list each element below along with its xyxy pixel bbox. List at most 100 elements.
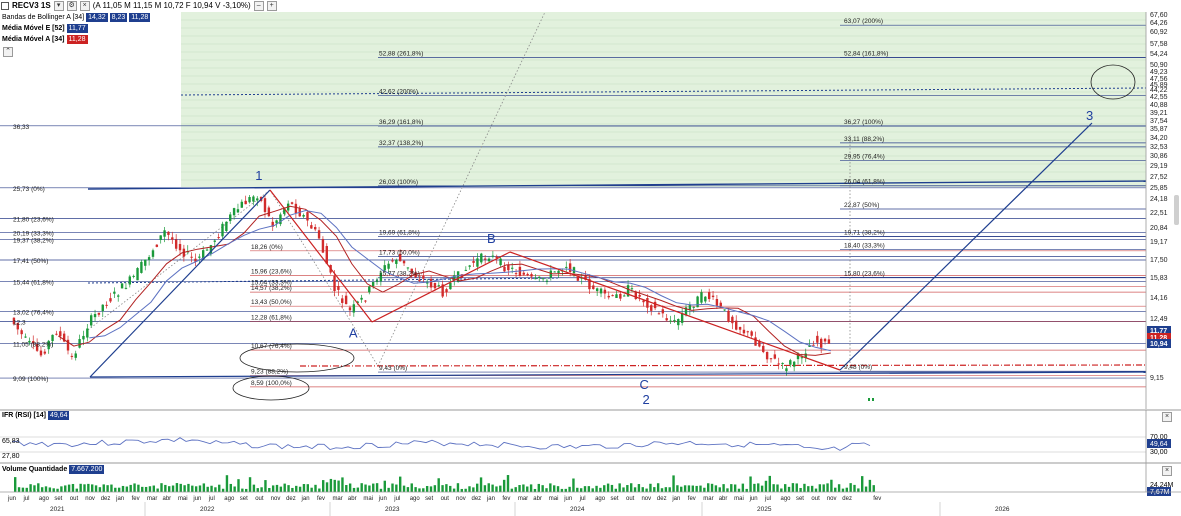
add-icon[interactable]: + [266,0,277,11]
time-tick-label: out [255,496,264,502]
candle-body [252,196,255,202]
candle-body [568,263,572,272]
candle-body [727,310,730,322]
time-tick-label: mai [734,496,744,502]
candle-body [507,264,510,271]
candle-body [16,323,19,330]
fibonacci-labels: 36,33 25,73 (0%) 21,80 (23,6%) 20,19 (33,3%… [13,18,888,387]
candle-body [51,334,54,342]
time-tick-label: abr [348,496,357,502]
candle-body [804,353,807,358]
candle-body [136,268,139,281]
volume-bar [37,483,40,492]
fib-left-label: 15,44 (61,8%) [13,280,54,287]
volume-bar [206,486,209,492]
volume-bar [356,487,360,492]
volume-bar [660,488,664,492]
time-tick-label: ago [39,496,50,502]
fib-mid-label: 42,62 (200%) [379,89,418,96]
indicator-ma34[interactable]: Média Móvel A [34] 11,28 [2,35,88,44]
candle-body [356,301,359,303]
year-label: 2026 [995,506,1010,513]
settings-icon[interactable]: ⚙ [66,0,77,11]
time-tick-label: set [611,496,619,502]
volume-bar [726,488,729,492]
candle-body [688,304,692,310]
candle-body [93,314,97,318]
candle-body [700,292,703,303]
candle-body [205,249,209,251]
indicator-ema52[interactable]: Média Móvel E [52] 11,77 [2,24,88,33]
indicator-bollinger[interactable]: Bandas de Bollinger A [34] 14,32 8,23 11… [2,13,151,22]
time-tick-label: jul [22,496,29,502]
dropdown-icon[interactable]: ▾ [53,0,64,11]
candle-body [306,212,309,221]
fib-left-label: 20,19 (33,3%) [13,230,54,237]
price-tick-label: 27,52 [1150,174,1168,181]
volume-bar [91,484,94,492]
candle-body [762,345,765,353]
time-tick-label: jun [563,496,572,502]
volume-bar [568,486,571,492]
candle-body [279,214,282,225]
time-tick-label: mar [147,496,157,502]
candle-body [194,258,197,262]
candle-body [24,336,27,338]
volume-bar [572,478,575,492]
price-tick-label: 60,92 [1150,29,1168,36]
volume-bar [71,483,75,492]
volume-bar [730,484,733,492]
time-axis[interactable]: jun jul ago set out nov dez jan fev mar abr mai jun j… [7,496,1010,516]
candle-body [538,276,541,278]
candle-body [777,363,780,365]
volume-bar [368,485,371,492]
close-icon[interactable]: × [79,0,90,11]
candle-body [55,333,58,335]
volume-bar [718,487,721,492]
volume-bar [17,487,21,492]
fib-right-label: 36,27 (100%) [844,119,883,126]
candle-body [101,304,104,312]
time-tick-label: dez [101,496,111,502]
volume-bar [826,483,829,492]
candle-body [105,304,108,306]
candle-body [267,207,271,217]
candle-body [530,274,533,277]
chart-header: RECV3 1S ▾ ⚙ × (A 11,05 M 11,15 M 10,72 … [0,0,277,11]
candle-body [684,307,688,316]
candle-body [453,275,456,281]
indicator-volume[interactable]: Volume Quantidade 7.667.200 [2,465,105,474]
fib-left-label: 9,09 (100%) [13,376,48,383]
collapse-icon[interactable]: – [253,0,264,11]
candle-body [321,239,325,253]
candle-body [819,338,823,348]
panel-close-icon[interactable]: × [1162,466,1172,476]
candle-body [553,271,556,273]
time-tick-label: jun [7,496,16,502]
panel-close-icon[interactable]: × [1162,412,1172,422]
vertical-scrollbar[interactable] [1174,195,1179,225]
volume-bar [791,483,795,492]
candle-body [28,340,31,343]
volume-bar [595,485,598,492]
price-tick-label: 50,90 [1150,62,1168,69]
candle-body [595,288,599,292]
volume-bar [418,488,421,492]
candle-body [395,259,398,264]
indicator-rsi[interactable]: IFR (RSI) [14] 49,64 [2,411,70,420]
volume-bar [857,488,860,492]
candle-body [549,270,553,278]
volume-bar [333,479,336,492]
menu-icon[interactable] [1,1,9,10]
candle-body [433,282,437,289]
candle-body [140,261,143,273]
year-label: 2021 [50,506,65,513]
collapse-panel-icon[interactable]: ⌃ [3,47,13,57]
fib-right-label: 19,71 (38,2%) [844,229,885,236]
candle-body [742,329,746,334]
volume-bar [233,486,236,492]
volume-bar [287,485,290,492]
fib-retracement-label: 15,96 (23,6%) [251,269,292,276]
candle-body [35,344,39,351]
